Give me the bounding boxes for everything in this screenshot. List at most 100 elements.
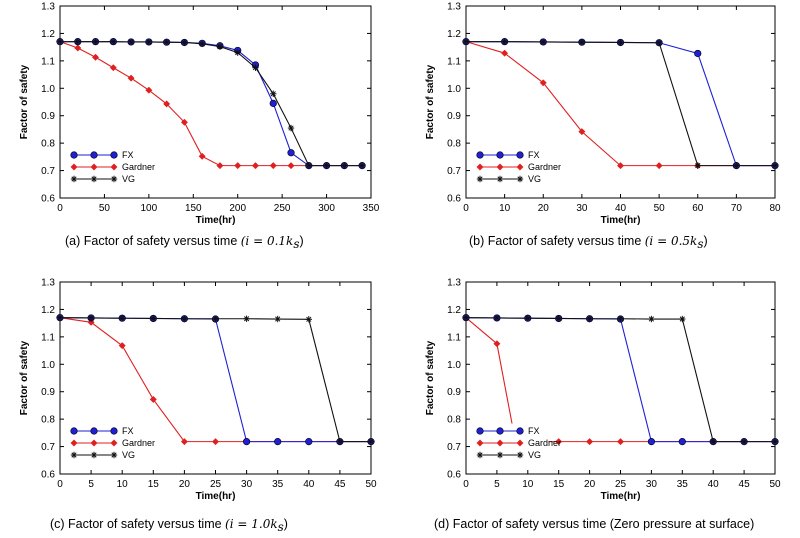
data-point-fx xyxy=(678,438,686,446)
series-vg xyxy=(56,314,375,445)
x-tick-label: 45 xyxy=(739,479,751,490)
y-tick-label: 1.3 xyxy=(447,278,461,289)
data-point-vg xyxy=(181,39,188,46)
y-tick-label: 0.7 xyxy=(447,166,461,177)
legend-marker xyxy=(70,439,78,447)
y-tick-label: 1.1 xyxy=(41,56,55,67)
legend-marker xyxy=(110,163,118,171)
data-point-gardner xyxy=(501,49,509,57)
data-point-gardner xyxy=(216,162,224,170)
legend-label: VG xyxy=(122,174,135,184)
data-point-vg xyxy=(710,438,717,445)
data-point-gardner xyxy=(234,162,242,170)
data-point-vg xyxy=(56,38,64,45)
series-vg xyxy=(462,38,779,169)
legend-marker xyxy=(70,427,78,435)
data-point-vg xyxy=(163,39,170,46)
legend-marker xyxy=(476,451,484,459)
y-tick-label: 0.6 xyxy=(447,194,461,205)
data-point-vg xyxy=(127,38,135,46)
legend-marker xyxy=(110,151,118,159)
y-axis-label: Factor of safety xyxy=(19,340,30,415)
series-line-vg xyxy=(59,317,371,443)
chart-caption: (b) Factor of safety versus time (i = 0.… xyxy=(469,234,708,251)
x-tick-label: 50 xyxy=(365,479,377,490)
data-point-vg xyxy=(493,314,501,322)
x-tick-label: 35 xyxy=(272,479,284,490)
legend: FX Gardner VG xyxy=(475,147,561,191)
y-tick-label: 1.1 xyxy=(447,332,461,343)
data-point-vg xyxy=(198,40,206,48)
data-point-vg xyxy=(501,38,508,45)
legend-marker xyxy=(516,151,524,159)
data-point-fx xyxy=(274,438,282,446)
data-point-gardner xyxy=(180,438,188,446)
x-tick-label: 200 xyxy=(229,203,246,214)
legend-marker xyxy=(516,439,524,447)
data-point-vg xyxy=(586,315,593,322)
y-axis-label: Factor of safety xyxy=(19,64,30,139)
x-tick-label: 50 xyxy=(99,203,111,214)
x-tick-label: 0 xyxy=(57,479,63,490)
data-point-gardner xyxy=(198,152,206,160)
data-point-vg xyxy=(462,38,470,45)
legend-label: FX xyxy=(528,150,540,160)
x-tick-label: 50 xyxy=(654,203,666,214)
x-tick-label: 0 xyxy=(463,203,469,214)
data-point-vg xyxy=(578,39,586,46)
data-point-gardner xyxy=(616,162,625,170)
data-point-vg xyxy=(679,315,686,323)
legend-marker xyxy=(496,151,504,159)
legend-entry-gardner: Gardner xyxy=(476,438,561,448)
series-line-fx xyxy=(466,41,775,167)
data-point-gardner xyxy=(163,100,171,108)
data-point-vg xyxy=(771,162,779,169)
legend-marker xyxy=(90,439,98,447)
data-point-vg xyxy=(181,315,188,322)
x-tick-label: 20 xyxy=(538,203,550,214)
legend-marker xyxy=(110,451,118,459)
data-point-vg xyxy=(74,38,81,45)
data-point-fx xyxy=(287,149,295,157)
x-tick-label: 10 xyxy=(522,479,534,490)
x-tick-label: 70 xyxy=(731,203,743,214)
legend-marker xyxy=(70,175,78,183)
data-point-vg xyxy=(617,315,624,322)
legend-marker xyxy=(110,175,118,183)
legend-marker xyxy=(110,427,118,435)
data-point-vg xyxy=(462,314,470,321)
chart-caption: (a) Factor of safety versus time (i = 0.… xyxy=(65,234,304,251)
y-tick-label: 1.2 xyxy=(41,29,55,40)
x-tick-label: 30 xyxy=(576,203,588,214)
legend-marker xyxy=(476,163,484,171)
x-tick-label: 60 xyxy=(692,203,704,214)
legend-marker xyxy=(70,163,78,171)
x-tick-label: 20 xyxy=(179,479,191,490)
legend-entry-gardner: Gardner xyxy=(70,438,155,448)
legend-marker xyxy=(70,151,78,159)
legend-label: VG xyxy=(528,450,541,460)
x-tick-label: 10 xyxy=(499,203,511,214)
data-point-vg xyxy=(358,162,366,169)
legend-marker xyxy=(496,439,504,447)
x-tick-label: 30 xyxy=(241,479,253,490)
data-point-gardner xyxy=(539,79,547,87)
data-point-gardner xyxy=(251,162,260,170)
data-point-fx xyxy=(647,438,656,446)
x-tick-label: 35 xyxy=(677,479,689,490)
legend-marker xyxy=(516,163,524,171)
data-point-fx xyxy=(305,438,313,446)
data-point-vg xyxy=(150,315,157,322)
chart-panel-1: 0.6 0.7 0.8 0.9 1.0 1.1 1.2 1.3 0 50 100 150 200 250 3… xyxy=(19,2,380,252)
y-tick-label: 0.7 xyxy=(41,166,55,177)
data-point-vg xyxy=(87,314,95,322)
x-tick-label: 45 xyxy=(334,479,346,490)
data-point-vg xyxy=(305,316,312,323)
legend: FX Gardner VG xyxy=(69,423,155,467)
legend-label: Gardner xyxy=(122,162,155,172)
series-line-gardner xyxy=(465,41,775,167)
y-tick-label: 0.6 xyxy=(447,470,461,481)
data-point-vg xyxy=(341,162,348,169)
legend-entry-vg: VG xyxy=(476,450,541,460)
data-point-vg xyxy=(655,39,663,46)
